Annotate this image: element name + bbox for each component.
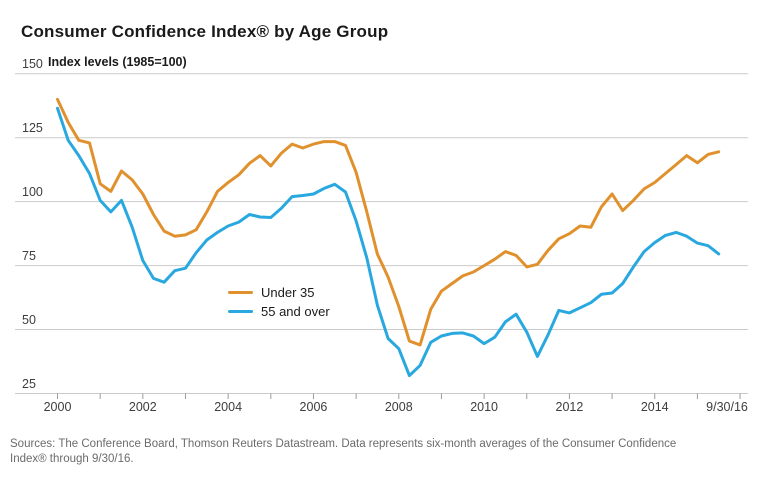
series-line-55-and-over (56, 106, 721, 378)
chart-title: Consumer Confidence Index® by Age Group (21, 22, 389, 41)
legend: Under 35 55 and over (228, 283, 330, 321)
x-tick-label-2012: 2012 (555, 400, 584, 414)
y-tick-label-75: 75 (22, 248, 36, 263)
legend-row-1: 55 and over (228, 302, 330, 321)
legend-label: Under 35 (261, 285, 315, 300)
y-tick-label-25: 25 (22, 376, 36, 391)
x-tick-label-2004: 2004 (214, 400, 243, 414)
series-line-under-35 (56, 97, 721, 347)
legend-swatch-icon (228, 291, 253, 294)
y-tick-label-50: 50 (22, 312, 36, 327)
source-line-1: Sources: The Conference Board, Thomson R… (10, 438, 677, 450)
x-tick-label-2002: 2002 (128, 400, 157, 414)
source-note: Sources: The Conference Board, Thomson R… (10, 437, 758, 467)
legend-swatch-icon (228, 310, 253, 313)
y-tick-label-125: 125 (22, 120, 43, 135)
x-tick-label-2008: 2008 (384, 400, 413, 414)
source-line-2: Index® through 9/30/16. (10, 453, 134, 465)
x-tick-label-2014: 2014 (640, 400, 669, 414)
x-tick-label-9-30-16: 9/30/16 (706, 400, 748, 414)
legend-label: 55 and over (261, 304, 330, 319)
x-tick-label-2000: 2000 (43, 400, 72, 414)
y-tick-label-100: 100 (22, 184, 43, 199)
y-tick-label-150: 150 (22, 56, 43, 71)
y-axis-unit-label: Index levels (1985=100) (48, 55, 187, 69)
legend-row-0: Under 35 (228, 283, 330, 302)
x-tick-label-2006: 2006 (299, 400, 328, 414)
x-tick-label-2010: 2010 (470, 400, 498, 414)
